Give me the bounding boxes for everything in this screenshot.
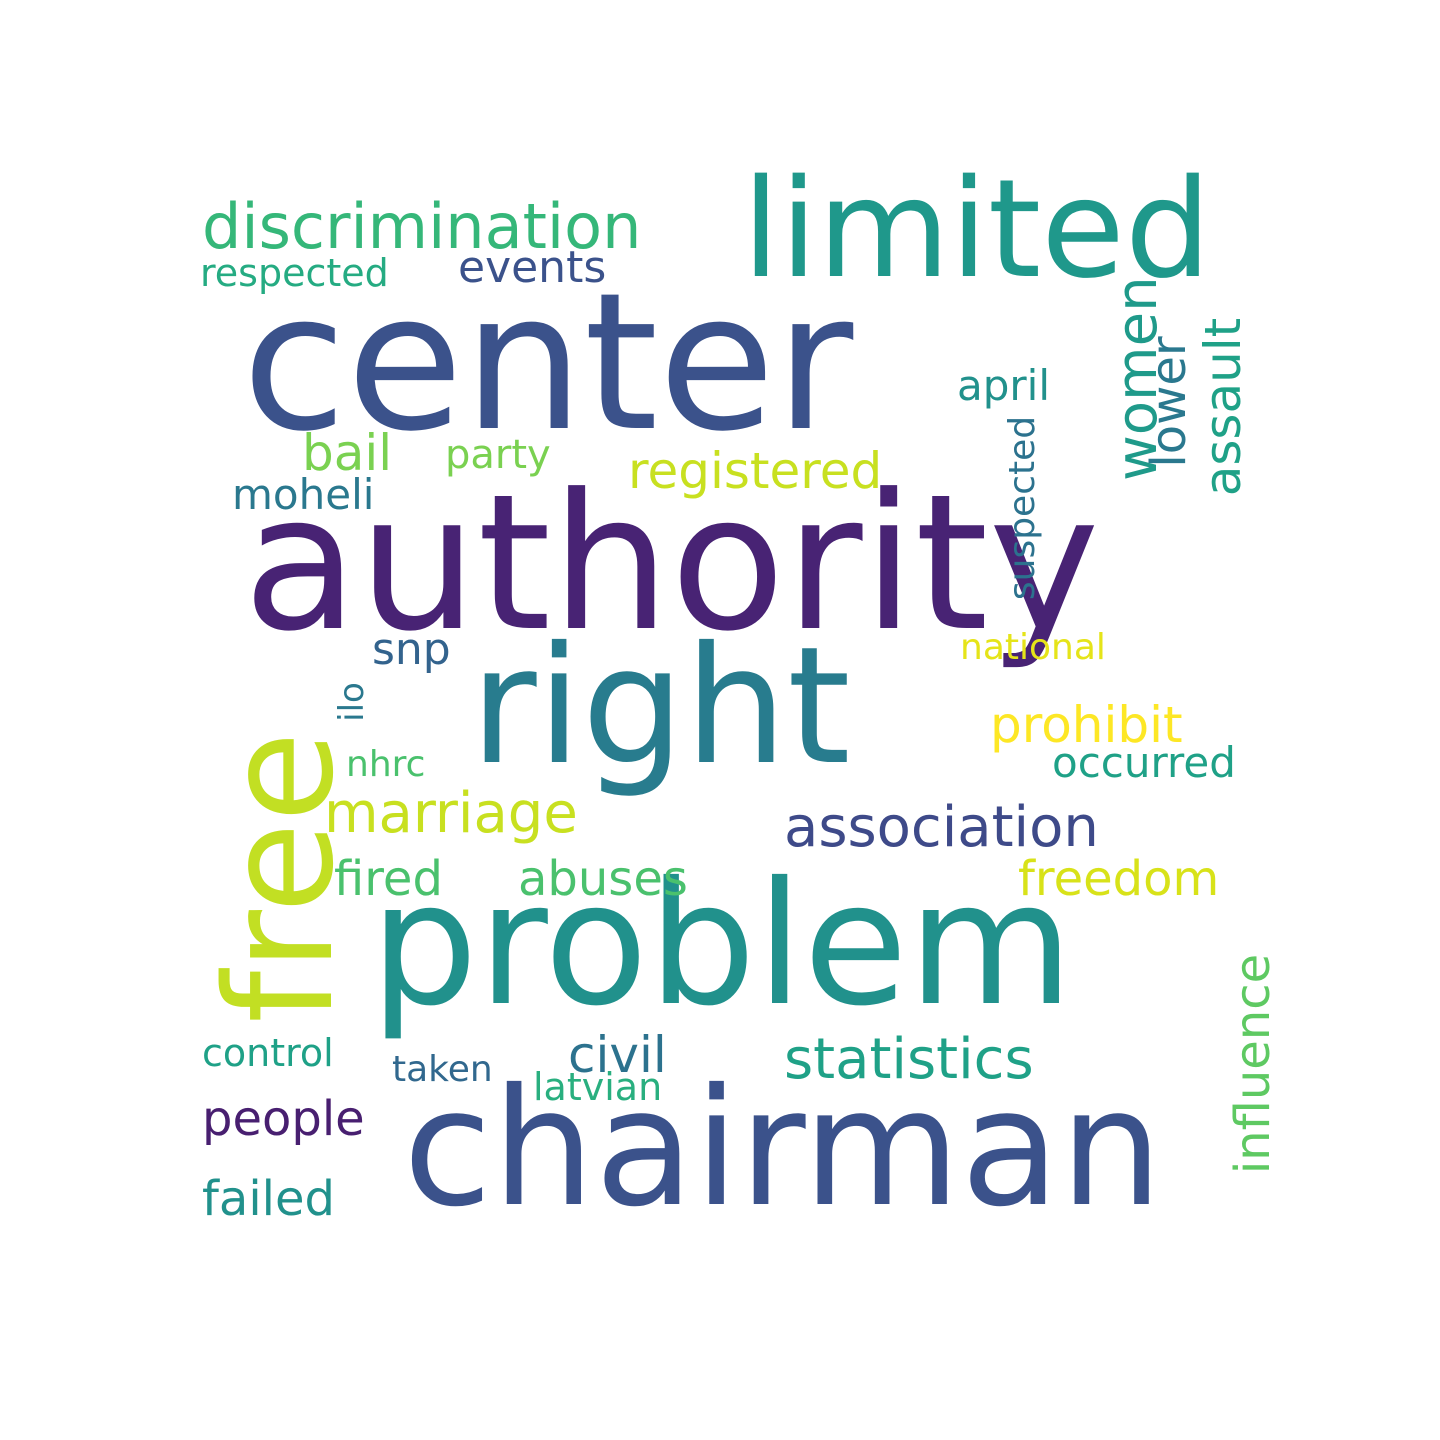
word-ilo: ilo	[332, 682, 372, 722]
word-april: april	[957, 361, 1051, 410]
word-prohibit: prohibit	[990, 696, 1183, 754]
word-discrimination: discrimination	[202, 190, 642, 263]
word-occurred: occurred	[1052, 738, 1236, 787]
word-civil: civil	[568, 1026, 667, 1084]
word-control: control	[202, 1031, 334, 1075]
word-lower: lower	[1141, 336, 1197, 468]
word-taken: taken	[392, 1049, 493, 1090]
word-suspected: suspected	[1002, 415, 1043, 601]
word-right: right	[470, 613, 851, 801]
word-moheli: moheli	[232, 470, 375, 519]
word-freedom: freedom	[1018, 851, 1220, 907]
word-bail: bail	[302, 424, 393, 482]
word-national: national	[960, 627, 1106, 668]
word-party: party	[445, 432, 551, 478]
word-registered: registered	[628, 442, 883, 500]
word-failed: failed	[202, 1171, 335, 1227]
word-chairman: chairman	[403, 1055, 1163, 1243]
word-problem: problem	[370, 846, 1074, 1044]
word-latvian: latvian	[533, 1065, 663, 1109]
word-center: center	[242, 252, 854, 473]
word-free: free	[194, 731, 366, 1023]
word-people: people	[202, 1091, 365, 1147]
word-statistics: statistics	[784, 1027, 1034, 1092]
word-influence: influence	[1225, 953, 1281, 1175]
word-respected: respected	[200, 251, 389, 295]
word-assault: assault	[1194, 317, 1252, 497]
word-fired: fired	[334, 851, 443, 907]
word-snp: snp	[372, 624, 451, 675]
word-association: association	[784, 795, 1099, 860]
word-limited: limited	[742, 151, 1212, 309]
word-abuses: abuses	[518, 851, 688, 907]
word-marriage: marriage	[324, 781, 578, 846]
word-nhrc: nhrc	[346, 744, 426, 785]
word-events: events	[458, 242, 607, 293]
word-authority: authority	[243, 454, 1100, 673]
